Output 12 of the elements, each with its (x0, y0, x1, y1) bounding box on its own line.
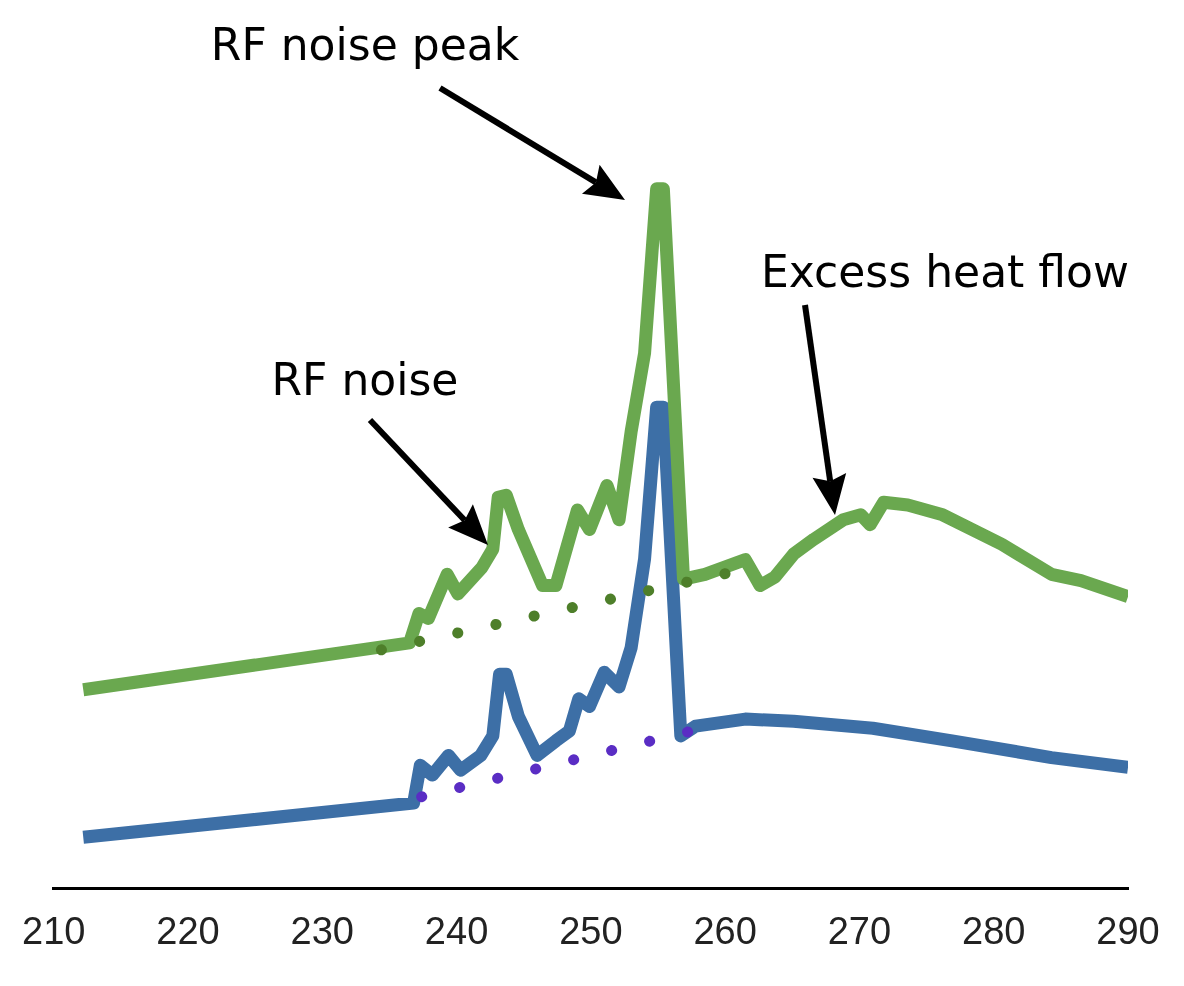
annotation: RF noise (271, 354, 459, 405)
x-tick-label: 230 (290, 909, 354, 952)
x-tick-label: 290 (1096, 909, 1160, 952)
x-tick-label: 270 (827, 909, 892, 952)
x-tick-label: 260 (693, 909, 757, 952)
x-tick-label: 220 (156, 909, 220, 952)
x-tick-label: 280 (962, 909, 1026, 952)
x-tick-label: 250 (559, 909, 623, 952)
text: RF noise peak (210, 19, 520, 70)
x-tick-label: 210 (22, 909, 86, 952)
x-tick-label: 240 (424, 909, 489, 952)
annotation: Excess heat flow (761, 246, 1129, 297)
